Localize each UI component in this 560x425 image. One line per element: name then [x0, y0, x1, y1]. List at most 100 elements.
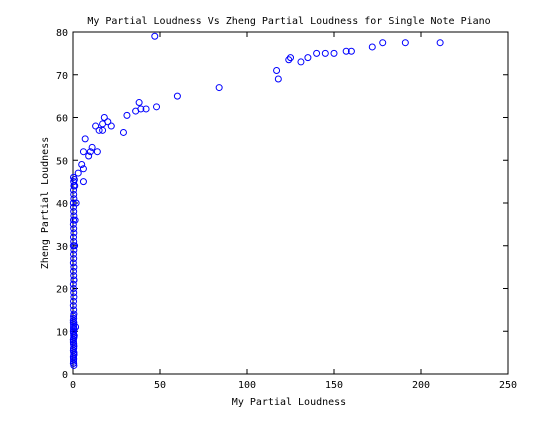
- data-point: [70, 246, 78, 254]
- data-point: [321, 49, 329, 57]
- data-point: [401, 39, 409, 47]
- data-point: [70, 208, 78, 216]
- data-point: [70, 272, 78, 280]
- y-tick-label: 0: [62, 370, 68, 381]
- data-point: [153, 103, 161, 111]
- data-point: [70, 229, 78, 237]
- y-tick-label: 20: [56, 285, 68, 296]
- x-tick-label: 50: [154, 380, 166, 391]
- data-point: [142, 105, 150, 113]
- data-point: [70, 267, 78, 275]
- data-point: [173, 92, 181, 100]
- data-point: [436, 39, 444, 47]
- data-point: [70, 237, 78, 245]
- data-point: [86, 148, 94, 156]
- y-tick-label: 40: [56, 199, 68, 210]
- y-tick-label: 30: [56, 242, 68, 253]
- data-point: [72, 199, 80, 207]
- data-point: [70, 323, 78, 331]
- data-point: [70, 351, 78, 359]
- data-point: [347, 47, 355, 55]
- data-point: [70, 359, 78, 367]
- data-point: [70, 310, 78, 318]
- x-tick-label: 200: [412, 380, 430, 391]
- data-point: [70, 195, 78, 203]
- x-axis-ticks: 0 50 100 150 200 250: [70, 32, 517, 391]
- data-point: [70, 175, 78, 183]
- data-point: [81, 135, 89, 143]
- data-point: [70, 285, 78, 292]
- data-point: [304, 54, 312, 62]
- data-point: [69, 220, 77, 228]
- data-point: [273, 66, 281, 74]
- data-point: [70, 255, 78, 263]
- data-point: [285, 56, 293, 64]
- data-point: [70, 293, 78, 301]
- data-point: [297, 58, 305, 66]
- data-point: [79, 165, 87, 173]
- data-point: [135, 99, 143, 107]
- data-point: [85, 152, 93, 160]
- y-axis-label: Zheng Partial Loudness: [40, 137, 51, 269]
- y-axis-ticks: 0 10 20 30 40 50 60 70 80: [56, 28, 508, 381]
- y-tick-label: 80: [56, 28, 68, 39]
- data-point: [70, 190, 78, 198]
- data-point: [79, 148, 87, 156]
- data-point: [69, 338, 77, 346]
- data-point: [330, 49, 338, 57]
- x-tick-label: 250: [499, 380, 517, 391]
- data-point: [137, 105, 145, 113]
- data-point: [107, 122, 115, 130]
- data-point: [70, 250, 78, 258]
- chart-title: My Partial Loudness Vs Zheng Partial Lou…: [87, 16, 490, 27]
- data-point: [70, 306, 78, 314]
- data-point: [100, 114, 108, 121]
- data-point: [70, 263, 78, 271]
- x-tick-label: 100: [238, 380, 256, 391]
- data-point: [92, 122, 100, 130]
- data-point: [70, 225, 78, 233]
- data-point: [342, 47, 350, 55]
- x-tick-label: 0: [70, 380, 76, 391]
- data-point: [88, 143, 96, 151]
- data-point: [151, 32, 159, 40]
- data-point: [69, 259, 77, 267]
- data-point: [70, 332, 78, 340]
- data-point: [70, 186, 78, 194]
- data-point: [70, 233, 78, 241]
- data-point: [79, 178, 87, 186]
- data-point: [78, 161, 86, 169]
- data-point: [70, 276, 78, 284]
- x-tick-label: 150: [325, 380, 343, 391]
- data-point: [70, 355, 78, 363]
- y-tick-label: 70: [56, 71, 68, 82]
- data-point: [70, 212, 78, 220]
- y-tick-label: 50: [56, 156, 68, 167]
- plot-area: [72, 31, 509, 375]
- data-points: [69, 32, 444, 369]
- data-point: [69, 302, 77, 310]
- data-point: [70, 314, 78, 322]
- data-point: [71, 216, 79, 224]
- data-point: [70, 289, 78, 297]
- data-point: [70, 297, 78, 305]
- data-point: [287, 54, 294, 62]
- data-point: [215, 84, 223, 92]
- data-point: [72, 323, 80, 331]
- data-point: [119, 128, 127, 136]
- data-point: [69, 280, 77, 288]
- data-point: [74, 169, 82, 177]
- data-point: [313, 49, 321, 57]
- data-point: [104, 118, 112, 126]
- data-point: [368, 43, 376, 51]
- data-point: [93, 148, 101, 156]
- data-point: [274, 75, 282, 83]
- data-point: [69, 199, 77, 207]
- data-point: [95, 126, 103, 134]
- y-tick-label: 60: [56, 114, 68, 125]
- y-tick-label: 10: [56, 327, 68, 338]
- data-point: [71, 242, 79, 250]
- x-axis-label: My Partial Loudness: [232, 397, 346, 408]
